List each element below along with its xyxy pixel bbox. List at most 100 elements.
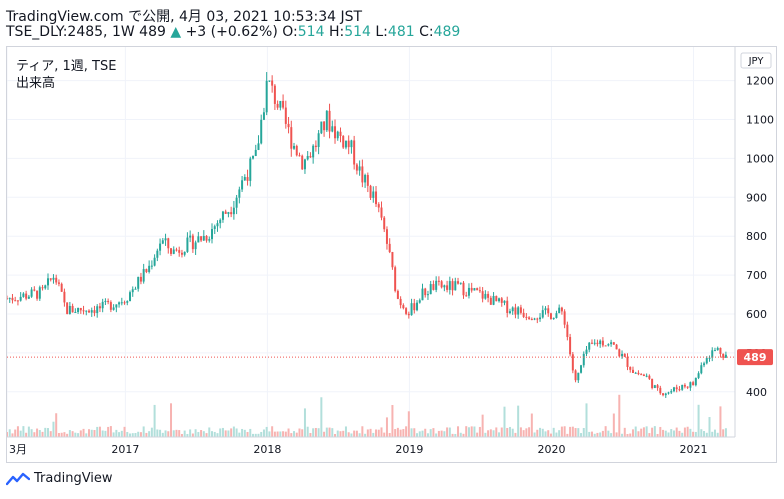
candle-body bbox=[309, 155, 312, 158]
candle-body bbox=[98, 306, 101, 309]
volume-bar bbox=[487, 430, 490, 437]
volume-bar bbox=[476, 432, 479, 437]
candle-body bbox=[407, 313, 410, 316]
candle-body bbox=[30, 289, 33, 297]
candle-body bbox=[678, 389, 681, 391]
candle-body bbox=[473, 288, 476, 291]
candle-body bbox=[350, 140, 353, 148]
high-label: H: bbox=[328, 24, 345, 40]
volume-bar bbox=[517, 405, 520, 437]
candle-body bbox=[484, 293, 487, 299]
candle-body bbox=[41, 287, 44, 289]
candle-body bbox=[626, 356, 629, 367]
candle-body bbox=[77, 307, 80, 313]
volume-bar bbox=[541, 428, 544, 437]
candle-body bbox=[689, 382, 692, 388]
volume-bar bbox=[426, 433, 429, 437]
candle-body bbox=[38, 287, 41, 299]
volume-bar bbox=[137, 431, 140, 437]
up-arrow-icon: ▲ bbox=[170, 24, 182, 40]
volume-bar bbox=[503, 406, 506, 437]
last-price-tag bbox=[737, 349, 773, 366]
candle-body bbox=[134, 288, 137, 290]
volume-bar bbox=[383, 432, 386, 437]
last-price-tag-label: 489 bbox=[744, 351, 767, 364]
volume-bar bbox=[372, 432, 375, 437]
candle-body bbox=[569, 337, 572, 355]
footer-brand[interactable]: TradingView bbox=[6, 471, 113, 486]
candle-body bbox=[150, 265, 153, 267]
candle-body bbox=[470, 287, 473, 291]
volume-bar bbox=[361, 426, 364, 437]
volume-bar bbox=[653, 426, 656, 437]
volume-bar bbox=[230, 428, 233, 437]
candle-body bbox=[713, 350, 716, 352]
candle-body bbox=[424, 288, 427, 296]
volume-bar bbox=[123, 426, 126, 437]
volume-bar bbox=[719, 406, 722, 437]
volume-bar bbox=[448, 427, 451, 437]
candle-body bbox=[601, 340, 604, 346]
price-chart[interactable]: 4005006007008009001000110012003月20172018… bbox=[7, 47, 776, 462]
candle-body bbox=[183, 251, 186, 255]
candle-body bbox=[156, 250, 159, 258]
candle-body bbox=[224, 211, 227, 214]
y-tick-label: 900 bbox=[746, 191, 767, 204]
volume-bar bbox=[194, 429, 197, 437]
candle-body bbox=[148, 265, 151, 272]
x-tick-label: 3月 bbox=[9, 443, 27, 456]
volume-bar bbox=[508, 426, 511, 437]
volume-bar bbox=[407, 411, 410, 437]
volume-bar bbox=[416, 433, 419, 437]
volume-bar bbox=[522, 430, 525, 437]
candle-body bbox=[88, 310, 91, 313]
volume-bar bbox=[610, 433, 613, 437]
volume-bar bbox=[306, 426, 309, 437]
volume-bar bbox=[519, 427, 522, 437]
candle-body bbox=[273, 85, 276, 104]
candle-body bbox=[325, 110, 328, 131]
close-value: 489 bbox=[433, 24, 461, 40]
volume-bar bbox=[8, 429, 11, 437]
candle-body bbox=[476, 288, 479, 291]
candle-body bbox=[700, 365, 703, 374]
volume-bar bbox=[399, 429, 402, 437]
x-tick-label: 2018 bbox=[253, 443, 281, 456]
candle-body bbox=[74, 312, 77, 314]
volume-bar bbox=[547, 430, 550, 437]
candle-body bbox=[618, 349, 621, 357]
volume-bar bbox=[631, 429, 634, 437]
volume-bar bbox=[364, 433, 367, 437]
candle-body bbox=[197, 236, 200, 243]
candle-body bbox=[724, 354, 727, 358]
volume-bar bbox=[394, 429, 397, 437]
candle-body bbox=[314, 145, 317, 148]
volume-bar bbox=[52, 421, 55, 437]
volume-bar bbox=[197, 432, 200, 437]
candle-body bbox=[252, 156, 255, 159]
volume-bar bbox=[484, 432, 487, 437]
candle-body bbox=[232, 207, 235, 215]
candle-body bbox=[230, 212, 233, 215]
volume-bar bbox=[642, 427, 645, 437]
volume-bar bbox=[142, 426, 145, 437]
volume-bar bbox=[380, 427, 383, 437]
volume-bar bbox=[235, 428, 238, 437]
candle-body bbox=[189, 235, 192, 238]
candle-body bbox=[11, 297, 14, 301]
volume-bar bbox=[473, 426, 476, 437]
candle-body bbox=[391, 252, 394, 268]
candle-body bbox=[703, 363, 706, 366]
chart-frame[interactable]: 4005006007008009001000110012003月20172018… bbox=[6, 46, 777, 463]
volume-bar bbox=[314, 427, 317, 437]
volume-bar bbox=[249, 428, 252, 437]
candle-body bbox=[681, 384, 684, 390]
currency-label: JPY bbox=[748, 56, 765, 67]
volume-bar bbox=[98, 426, 101, 437]
candle-body bbox=[593, 342, 596, 344]
low-value: 481 bbox=[387, 24, 415, 40]
candle-body bbox=[265, 80, 268, 113]
candle-body bbox=[301, 155, 304, 170]
candle-body bbox=[118, 302, 121, 305]
candle-body bbox=[645, 375, 648, 377]
